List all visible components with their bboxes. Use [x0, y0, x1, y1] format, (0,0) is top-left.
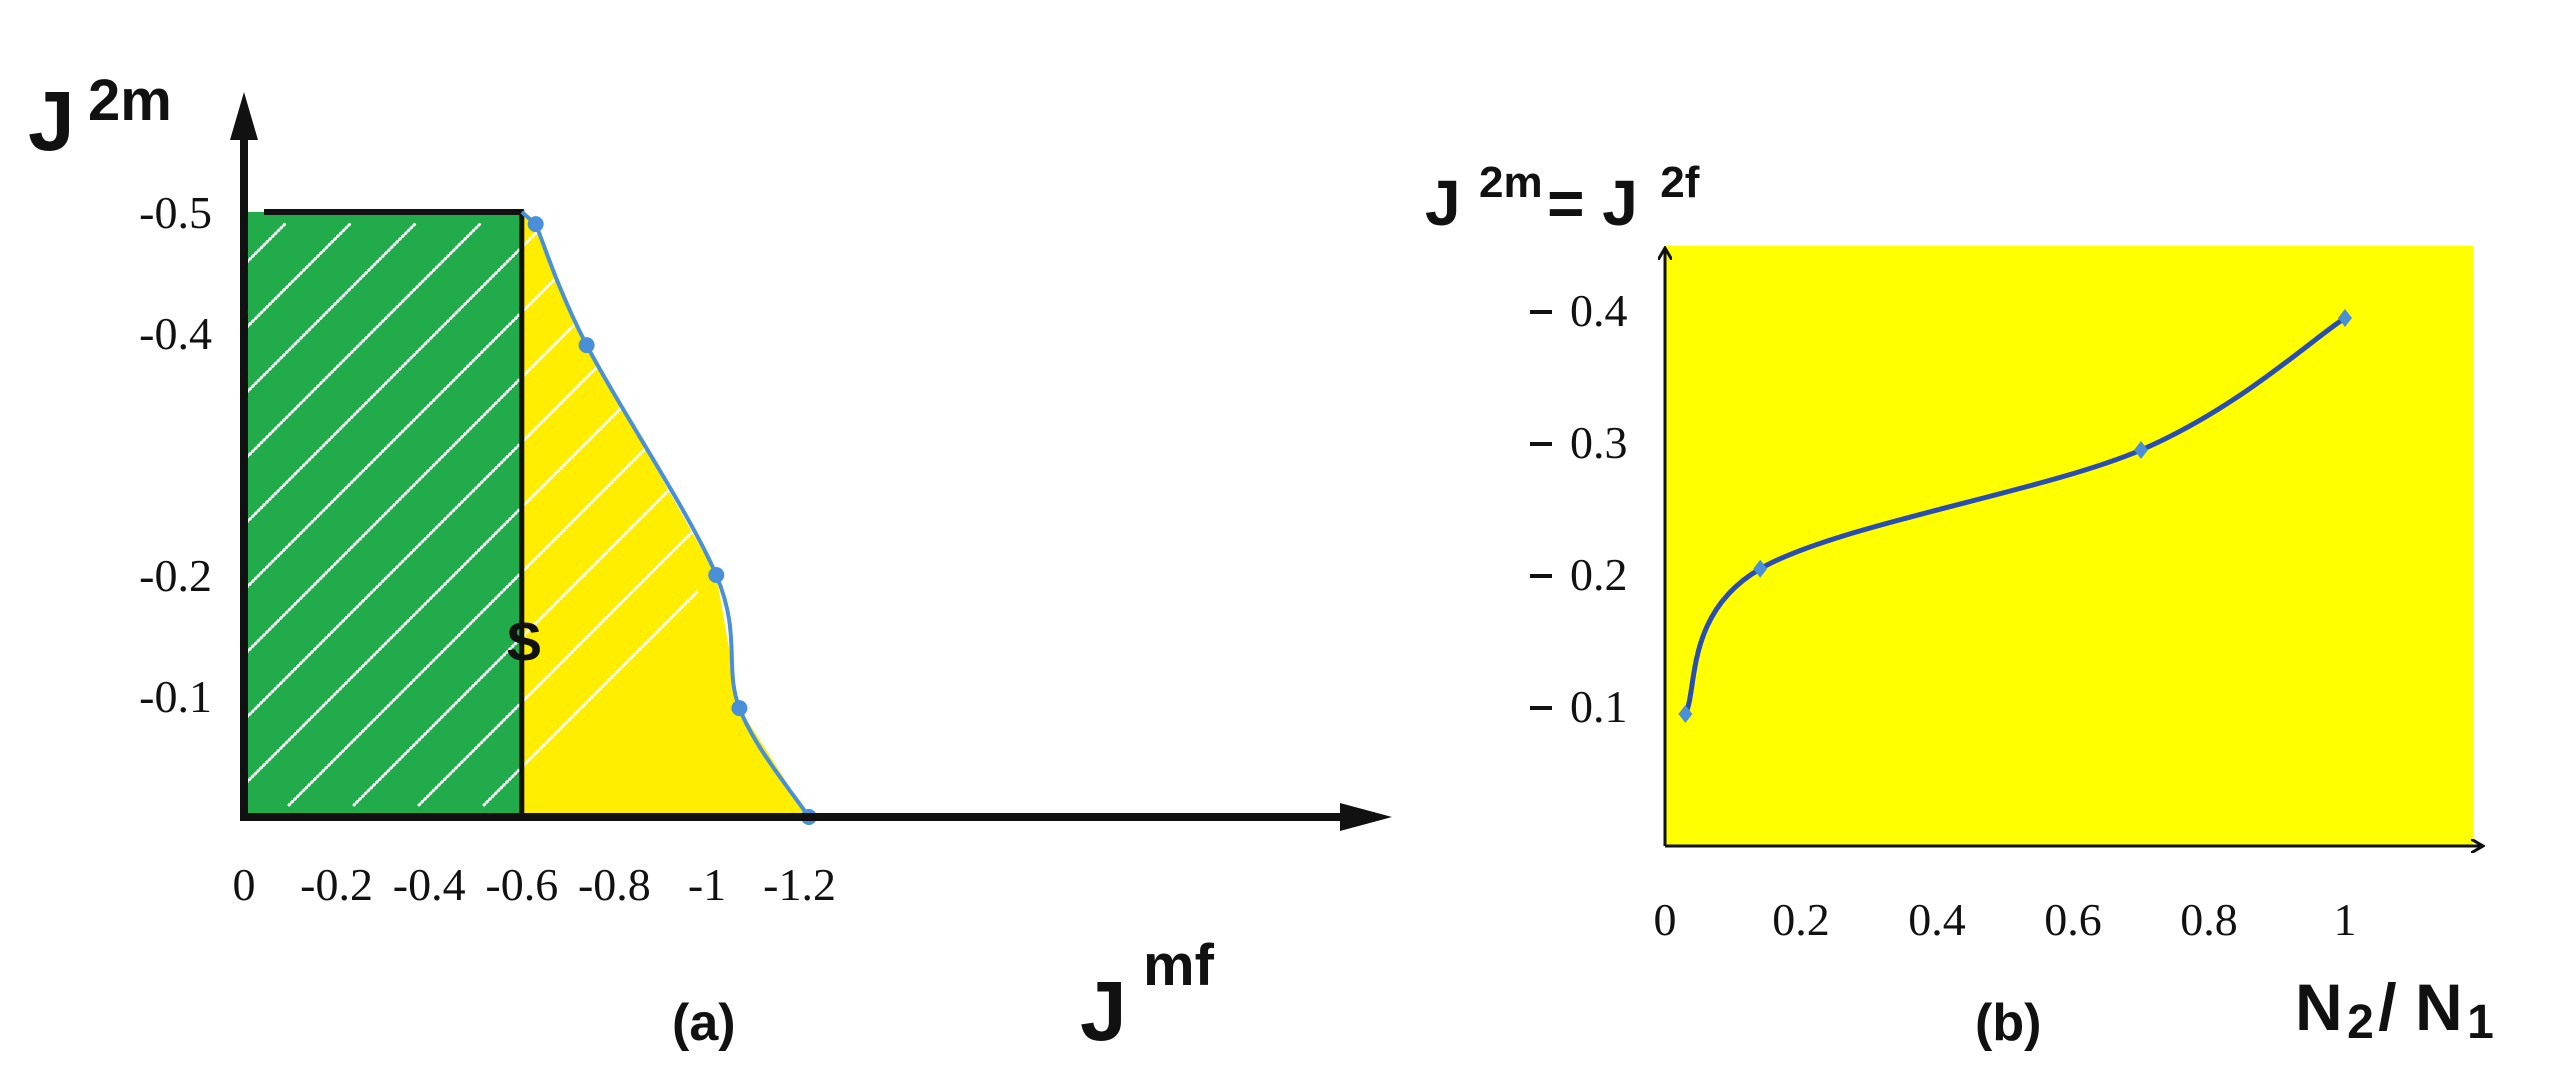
x-tick-label-a: -1.2: [763, 859, 836, 910]
x-tick-label-b: 0.2: [1772, 894, 1830, 945]
y-tick-label-a: -0.2: [139, 550, 212, 601]
y-tick-label-a: -0.4: [139, 308, 212, 359]
x-axis-title-a-base: J: [1080, 964, 1127, 1058]
y-tick-labels-a: -0.5 -0.4 -0.2 -0.1: [139, 187, 212, 722]
y-axis-arrow-a: [230, 92, 258, 140]
x-tick-label-a: -0.6: [485, 859, 558, 910]
x-tick-label-b: 0: [1654, 894, 1677, 945]
x-tick-label-a: -0.8: [578, 859, 651, 910]
x-tick-label-a: -0.2: [300, 859, 373, 910]
x-tick-label-b: 0.8: [2180, 894, 2238, 945]
region-s: [521, 212, 809, 817]
y-axis-title-b-j1: J: [1425, 167, 1461, 239]
series-points-b: [1678, 309, 2352, 723]
x-axis-title-b-sub1: 1: [2467, 996, 2494, 1049]
y-tick-labels-b: 0.4 0.3 0.2 0.1: [1530, 285, 1628, 732]
data-point-a-1: [578, 337, 595, 354]
data-point-a-2: [708, 567, 725, 583]
series-line-b: [1683, 315, 2347, 716]
x-axis-arrow-a: [1340, 803, 1392, 831]
data-point-b-3: [2338, 309, 2352, 327]
y-tick-label-a: -0.5: [139, 187, 212, 238]
region-s-label: S: [506, 612, 542, 672]
y-axis-title-b-sup2: 2f: [1660, 158, 1699, 207]
x-axis-title-b-slash: / N: [2378, 970, 2462, 1044]
panel-a: 0 -0.2 -0.4 -0.6 -0.8 -1 -1.2 -0.5 -0.4 -0.2 -0.1…: [28, 68, 1392, 1058]
data-point-a-3: [731, 700, 748, 717]
y-axis-title-b-sup1: 2m: [1479, 158, 1543, 207]
x-tick-label-b: 0.6: [2044, 894, 2102, 945]
x-axis-title-a-sup: mf: [1143, 933, 1215, 998]
plot-background-b: [1665, 246, 2473, 846]
x-tick-label-b: 1: [2334, 894, 2357, 945]
panel-label-a: (a): [672, 994, 736, 1052]
x-axis-title-b: N 2 / N 1: [2295, 970, 2494, 1049]
x-tick-label-a: 0: [233, 859, 256, 910]
y-tick-label-b: 0.4: [1570, 285, 1628, 336]
x-axis-title-b-sub2: 2: [2347, 996, 2374, 1049]
x-tick-labels-a: 0 -0.2 -0.4 -0.6 -0.8 -1 -1.2: [233, 859, 837, 910]
panel-b: 0 0.2 0.4 0.6 0.8 1 0.40.30.20.1 J 2m = J 2f …: [1425, 158, 2494, 1052]
y-axis-title-a-sup: 2m: [88, 68, 172, 133]
y-axis-title-b-eq: = J: [1547, 167, 1638, 239]
hatch-pattern: [246, 222, 698, 807]
data-point-b-2: [2134, 441, 2148, 459]
y-tick-label-a: -0.1: [139, 671, 212, 722]
data-point-b-1: [1753, 559, 1768, 578]
y-axis-title-a-base: J: [28, 74, 75, 168]
y-tick-label-b: 0.1: [1570, 681, 1628, 732]
series-line-a: [520, 210, 811, 819]
x-axis-title-b-n2: N: [2295, 970, 2343, 1044]
y-axis-title-a: J: [28, 74, 75, 168]
y-axis-title-b: J 2m = J 2f: [1425, 158, 1700, 239]
x-tick-label-b: 0.4: [1908, 894, 1966, 945]
y-tick-label-b: 0.3: [1570, 417, 1628, 468]
x-tick-label-a: -0.4: [393, 859, 466, 910]
data-point-a-0: [527, 216, 544, 233]
x-tick-labels-b: 0 0.2 0.4 0.6 0.8 1: [1654, 894, 2357, 945]
x-tick-label-a: -1: [688, 859, 726, 910]
data-point-b-0: [1678, 705, 1693, 723]
y-tick-label-b: 0.2: [1570, 549, 1628, 600]
panel-label-b: (b): [1975, 994, 2041, 1052]
